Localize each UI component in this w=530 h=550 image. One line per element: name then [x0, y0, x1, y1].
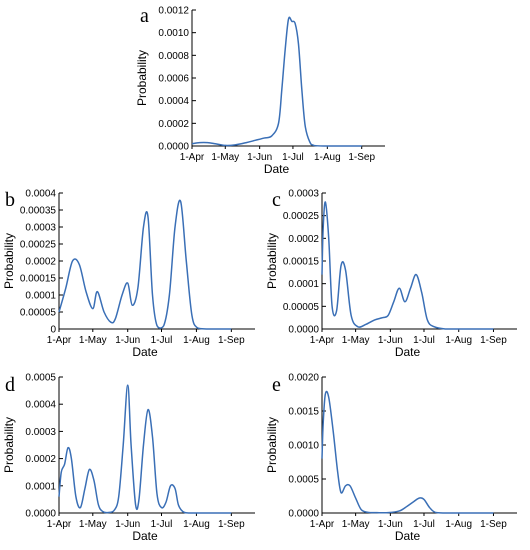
- x-tick-label: 1-Jul: [282, 152, 304, 163]
- y-tick-label: 0.0004: [25, 400, 56, 411]
- y-tick-label: 0.0000: [25, 509, 56, 520]
- y-tick-label: 0.00005: [283, 302, 320, 313]
- panel-label: e: [272, 374, 281, 396]
- y-tick-label: 0.0002: [25, 454, 56, 465]
- x-tick-label: 1-Jun: [115, 519, 140, 530]
- x-tick-label: 1-Sep: [218, 519, 245, 530]
- chart-panel-b: b 0 0.00005 0.0001 0.00015 0.0002 0.00025 0.000…: [2, 189, 255, 359]
- probability-curve: [321, 390, 494, 514]
- y-axis-label: Probability: [265, 417, 279, 473]
- x-tick-label: 1-Aug: [445, 335, 472, 346]
- probability-curve: [321, 201, 494, 330]
- y-tick-label: 0.00005: [20, 308, 57, 319]
- x-axis-label: Date: [132, 529, 158, 543]
- y-tick-label: 0.0006: [158, 74, 189, 85]
- x-tick-label: 1-May: [79, 519, 107, 530]
- x-axis-label: Date: [264, 162, 290, 176]
- x-tick-label: 1-Jun: [115, 335, 140, 346]
- x-tick-label: 1-Sep: [480, 335, 507, 346]
- x-tick-label: 1-Sep: [480, 519, 507, 530]
- y-tick-label: 0.0001: [288, 279, 319, 290]
- chart-panel-d: d 0.0000 0.0001 0.0002 0.0003 0.0004 0.0005 1-A…: [2, 373, 255, 543]
- x-tick-label: 1-Jul: [413, 519, 435, 530]
- y-tick-label: 0: [50, 325, 56, 336]
- y-tick-label: 0.0002: [158, 119, 189, 130]
- y-tick-label: 0.0003: [25, 427, 56, 438]
- y-tick-label: 0.0003: [288, 189, 319, 200]
- x-tick-label: 1-Apr: [47, 519, 72, 530]
- x-tick-label: 1-Aug: [314, 152, 341, 163]
- probability-curve: [58, 199, 232, 330]
- y-tick-label: 0.0000: [288, 325, 319, 336]
- panel-label: d: [5, 374, 15, 396]
- x-tick-label: 1-May: [342, 335, 370, 346]
- y-axis-label: Probability: [2, 233, 16, 289]
- y-tick-label: 0.0001: [25, 481, 56, 492]
- y-tick-label: 0.0015: [288, 407, 319, 418]
- y-tick-label: 0.00015: [283, 257, 320, 268]
- x-tick-label: 1-Aug: [445, 519, 472, 530]
- x-tick-label: 1-Sep: [218, 335, 245, 346]
- y-tick-label: 0.0010: [158, 28, 189, 39]
- probability-curve: [58, 384, 232, 514]
- y-tick-label: 0.0000: [288, 509, 319, 520]
- y-tick-label: 0.0005: [288, 475, 319, 486]
- y-tick-label: 0.0004: [25, 189, 56, 200]
- x-axis-label: Date: [395, 529, 421, 543]
- x-tick-label: 1-Apr: [310, 335, 335, 346]
- probability-curve: [191, 16, 362, 147]
- x-tick-label: 1-May: [211, 152, 239, 163]
- x-axis-label: Date: [132, 345, 158, 359]
- y-tick-label: 0.0003: [25, 223, 56, 234]
- x-tick-label: 1-May: [342, 519, 370, 530]
- x-tick-label: 1-Jun: [378, 335, 403, 346]
- x-tick-label: 1-Aug: [183, 335, 210, 346]
- y-axis-label: Probability: [265, 233, 279, 289]
- x-tick-label: 1-Jul: [151, 519, 173, 530]
- x-tick-label: 1-Aug: [183, 519, 210, 530]
- y-tick-label: 0.0001: [25, 291, 56, 302]
- y-tick-label: 0.00015: [20, 274, 57, 285]
- y-tick-label: 0.0010: [288, 441, 319, 452]
- x-tick-label: 1-Jul: [151, 335, 173, 346]
- x-tick-label: 1-Sep: [348, 152, 375, 163]
- y-tick-label: 0.00025: [20, 240, 57, 251]
- panel-label: a: [140, 5, 149, 27]
- y-tick-label: 0.0005: [25, 373, 56, 384]
- y-axis-label: Probability: [2, 417, 16, 473]
- x-tick-label: 1-Jun: [378, 519, 403, 530]
- y-tick-label: 0.00035: [20, 206, 57, 217]
- y-tick-label: 0.0002: [288, 234, 319, 245]
- panel-label: b: [5, 189, 15, 211]
- x-tick-label: 1-May: [79, 335, 107, 346]
- y-tick-label: 0.0008: [158, 51, 189, 62]
- y-tick-label: 0.0004: [158, 96, 189, 107]
- y-tick-label: 0.0020: [288, 373, 319, 384]
- y-tick-label: 0.00025: [283, 211, 320, 222]
- chart-panel-c: c 0.0000 0.00005 0.0001 0.00015 0.0002 0.00025…: [265, 189, 517, 359]
- y-axis-label: Probability: [135, 50, 149, 106]
- chart-panel-e: e 0.0000 0.0005 0.0010 0.0015 0.0020 1-Apr 1-Ma…: [265, 373, 517, 543]
- x-tick-label: 1-Apr: [310, 519, 335, 530]
- x-tick-label: 1-Jun: [247, 152, 272, 163]
- y-tick-label: 0.0002: [25, 257, 56, 268]
- y-tick-label: 0.0000: [158, 142, 189, 153]
- y-tick-label: 0.0012: [158, 6, 189, 17]
- chart-panel-a: a 0.0000 0.0002 0.0004 0.0006 0.0008 0.0010 0.0…: [135, 5, 385, 176]
- panel-label: c: [272, 189, 281, 211]
- x-axis-label: Date: [395, 345, 421, 359]
- x-tick-label: 1-Apr: [180, 152, 205, 163]
- x-tick-label: 1-Apr: [47, 335, 72, 346]
- x-tick-label: 1-Jul: [413, 335, 435, 346]
